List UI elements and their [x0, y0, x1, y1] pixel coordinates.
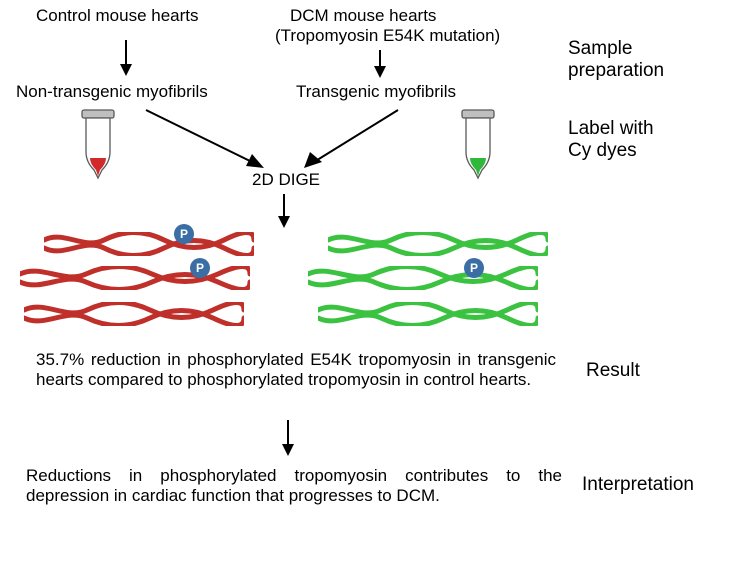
label-transgenic: Transgenic myofibrils [296, 82, 456, 102]
label-non-transgenic: Non-transgenic myofibrils [16, 82, 208, 102]
helix-green-2 [308, 266, 538, 290]
helix-group-red [20, 232, 280, 342]
helix-group-green [308, 232, 568, 342]
arrow-dige-to-helices [274, 192, 294, 230]
label-dcm-hearts-line2: (Tropomyosin E54K mutation) [275, 26, 500, 46]
tube-green [458, 108, 498, 182]
stage-label-cy-line1: Label with [568, 118, 654, 140]
stage-interpretation: Interpretation [582, 474, 694, 496]
helix-red-2 [20, 266, 250, 290]
tube-red [78, 108, 118, 182]
helix-red-3 [24, 302, 244, 326]
stage-sample-prep-line2: preparation [568, 60, 664, 82]
arrow-tg-to-dige [298, 104, 408, 178]
interpretation-text: Reductions in phosphorylated tropomyosin… [26, 466, 562, 505]
stage-sample-prep-line1: Sample [568, 38, 632, 60]
phospho-badge-red-1: P [174, 224, 194, 244]
phospho-badge-green-1: P [464, 258, 484, 278]
helix-green-3 [318, 302, 538, 326]
arrow-nontg-to-dige [140, 104, 270, 178]
arrow-result-to-interp [278, 418, 298, 458]
arrow-control-to-nontg [116, 38, 136, 78]
stage-label-cy-line2: Cy dyes [568, 140, 637, 162]
stage-result: Result [586, 360, 640, 382]
label-dcm-hearts-line1: DCM mouse hearts [290, 6, 436, 26]
label-control-hearts: Control mouse hearts [36, 6, 199, 26]
phospho-badge-red-2: P [190, 258, 210, 278]
label-2d-dige: 2D DIGE [252, 170, 320, 190]
helix-green-1 [328, 232, 548, 256]
arrow-dcm-to-tg [370, 48, 390, 80]
helix-red-1 [44, 232, 254, 256]
result-text: 35.7% reduction in phosphorylated E54K t… [36, 350, 556, 389]
